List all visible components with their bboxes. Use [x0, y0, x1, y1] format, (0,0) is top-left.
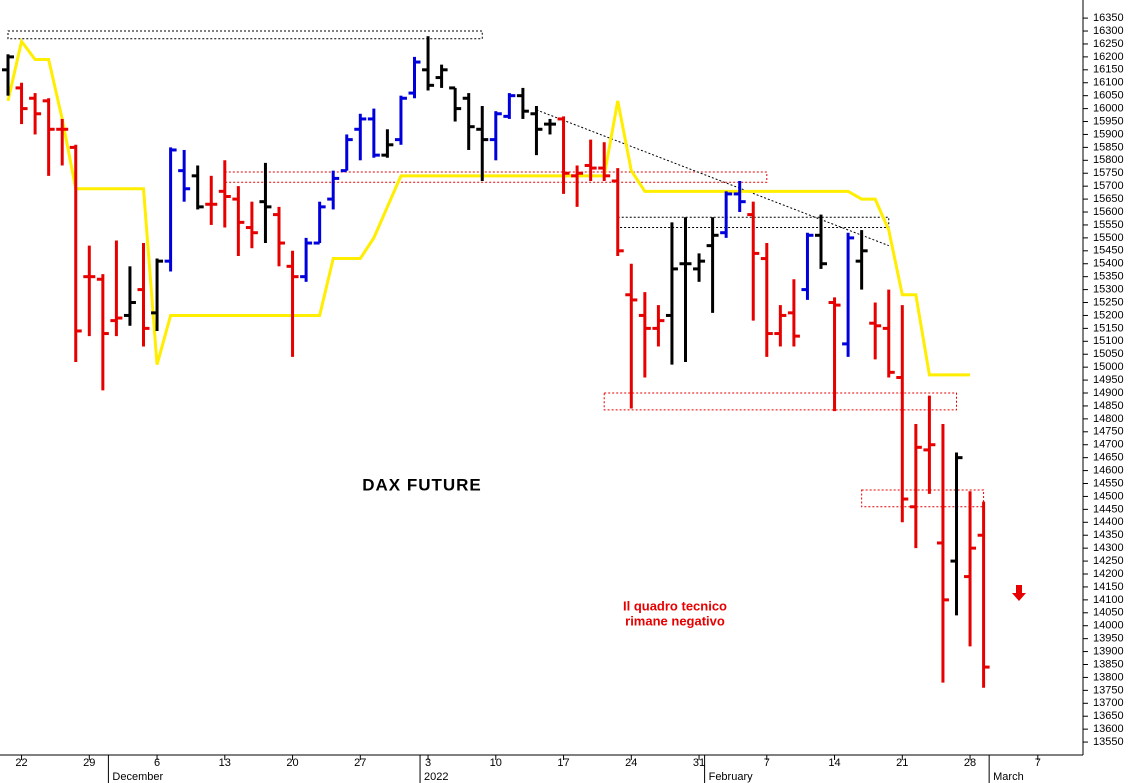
- y-tick-label: 14950: [1093, 374, 1124, 386]
- y-tick-label: 14650: [1093, 452, 1124, 464]
- y-tick-label: 14050: [1093, 607, 1124, 619]
- resistance-line: [536, 109, 889, 247]
- y-tick-label: 14450: [1093, 503, 1124, 515]
- y-tick-label: 14150: [1093, 581, 1124, 593]
- y-tick-label: 16100: [1093, 77, 1124, 89]
- y-tick-label: 14850: [1093, 400, 1124, 412]
- price-zone: [7, 30, 483, 40]
- trend-line: [6, 37, 971, 377]
- y-tick-label: 14900: [1093, 387, 1124, 399]
- chart-title: DAX FUTURE: [362, 475, 482, 494]
- month-label: December: [112, 771, 163, 783]
- month-label: February: [709, 771, 754, 783]
- x-tick-label: 6: [154, 757, 160, 769]
- y-tick-label: 13850: [1093, 658, 1124, 670]
- x-tick-label: 7: [1035, 757, 1041, 769]
- y-tick-label: 15400: [1093, 258, 1124, 270]
- y-tick-label: 15450: [1093, 245, 1124, 257]
- y-tick-label: 15650: [1093, 193, 1124, 205]
- x-tick-label: 17: [557, 757, 569, 769]
- y-tick-label: 14000: [1093, 620, 1124, 632]
- y-tick-label: 13950: [1093, 633, 1124, 645]
- y-tick-label: 14400: [1093, 516, 1124, 528]
- y-tick-label: 15050: [1093, 348, 1124, 360]
- month-label: 2022: [424, 771, 448, 783]
- month-label: March: [993, 771, 1024, 783]
- y-tick-label: 15750: [1093, 167, 1124, 179]
- x-tick-label: 20: [286, 757, 298, 769]
- y-tick-label: 15900: [1093, 128, 1124, 140]
- y-tick-label: 14350: [1093, 529, 1124, 541]
- y-tick-label: 14700: [1093, 439, 1124, 451]
- x-tick-label: 10: [490, 757, 502, 769]
- x-tick-label: 3: [425, 757, 431, 769]
- y-tick-label: 14750: [1093, 426, 1124, 438]
- x-tick-label: 29: [83, 757, 95, 769]
- x-tick-label: 27: [354, 757, 366, 769]
- y-tick-label: 14100: [1093, 594, 1124, 606]
- y-tick-label: 16000: [1093, 103, 1124, 115]
- x-tick-label: 22: [15, 757, 27, 769]
- y-tick-label: 14300: [1093, 542, 1124, 554]
- y-tick-label: 16050: [1093, 90, 1124, 102]
- y-tick-label: 15350: [1093, 271, 1124, 283]
- y-tick-label: 15700: [1093, 180, 1124, 192]
- y-tick-label: 14200: [1093, 568, 1124, 580]
- y-tick-label: 13750: [1093, 684, 1124, 696]
- y-tick-label: 15250: [1093, 296, 1124, 308]
- y-tick-label: 13900: [1093, 645, 1124, 657]
- y-tick-label: 15300: [1093, 283, 1124, 295]
- y-tick-label: 15950: [1093, 115, 1124, 127]
- x-tick-label: 21: [896, 757, 908, 769]
- y-tick-label: 13700: [1093, 697, 1124, 709]
- x-tick-label: 13: [219, 757, 231, 769]
- y-tick-label: 13550: [1093, 736, 1124, 748]
- x-tick-label: 31: [693, 757, 705, 769]
- y-tick-label: 14800: [1093, 413, 1124, 425]
- y-tick-label: 16250: [1093, 38, 1124, 50]
- y-tick-label: 16200: [1093, 51, 1124, 63]
- y-tick-label: 15600: [1093, 206, 1124, 218]
- y-tick-label: 15850: [1093, 141, 1124, 153]
- x-tick-label: 7: [764, 757, 770, 769]
- y-tick-label: 13800: [1093, 671, 1124, 683]
- y-tick-label: 16300: [1093, 25, 1124, 37]
- y-tick-label: 13600: [1093, 723, 1124, 735]
- y-tick-label: 14500: [1093, 490, 1124, 502]
- x-tick-label: 24: [625, 757, 637, 769]
- y-tick-label: 15800: [1093, 154, 1124, 166]
- y-tick-label: 14250: [1093, 555, 1124, 567]
- price-zone: [603, 392, 957, 411]
- y-tick-label: 14600: [1093, 464, 1124, 476]
- price-zone: [861, 489, 985, 508]
- y-tick-label: 13650: [1093, 710, 1124, 722]
- y-tick-label: 15100: [1093, 335, 1124, 347]
- y-tick-label: 15000: [1093, 361, 1124, 373]
- y-tick-label: 15150: [1093, 322, 1124, 334]
- y-tick-label: 15500: [1093, 232, 1124, 244]
- y-tick-label: 15550: [1093, 219, 1124, 231]
- y-tick-label: 15200: [1093, 309, 1124, 321]
- x-tick-label: 14: [828, 757, 840, 769]
- x-tick-label: 28: [964, 757, 976, 769]
- down-arrow: [1012, 585, 1026, 601]
- annotation: rimane negativo: [625, 613, 725, 628]
- y-tick-label: 16350: [1093, 12, 1124, 24]
- annotation: Il quadro tecnico: [623, 598, 727, 613]
- y-tick-label: 14550: [1093, 477, 1124, 489]
- y-tick-label: 16150: [1093, 64, 1124, 76]
